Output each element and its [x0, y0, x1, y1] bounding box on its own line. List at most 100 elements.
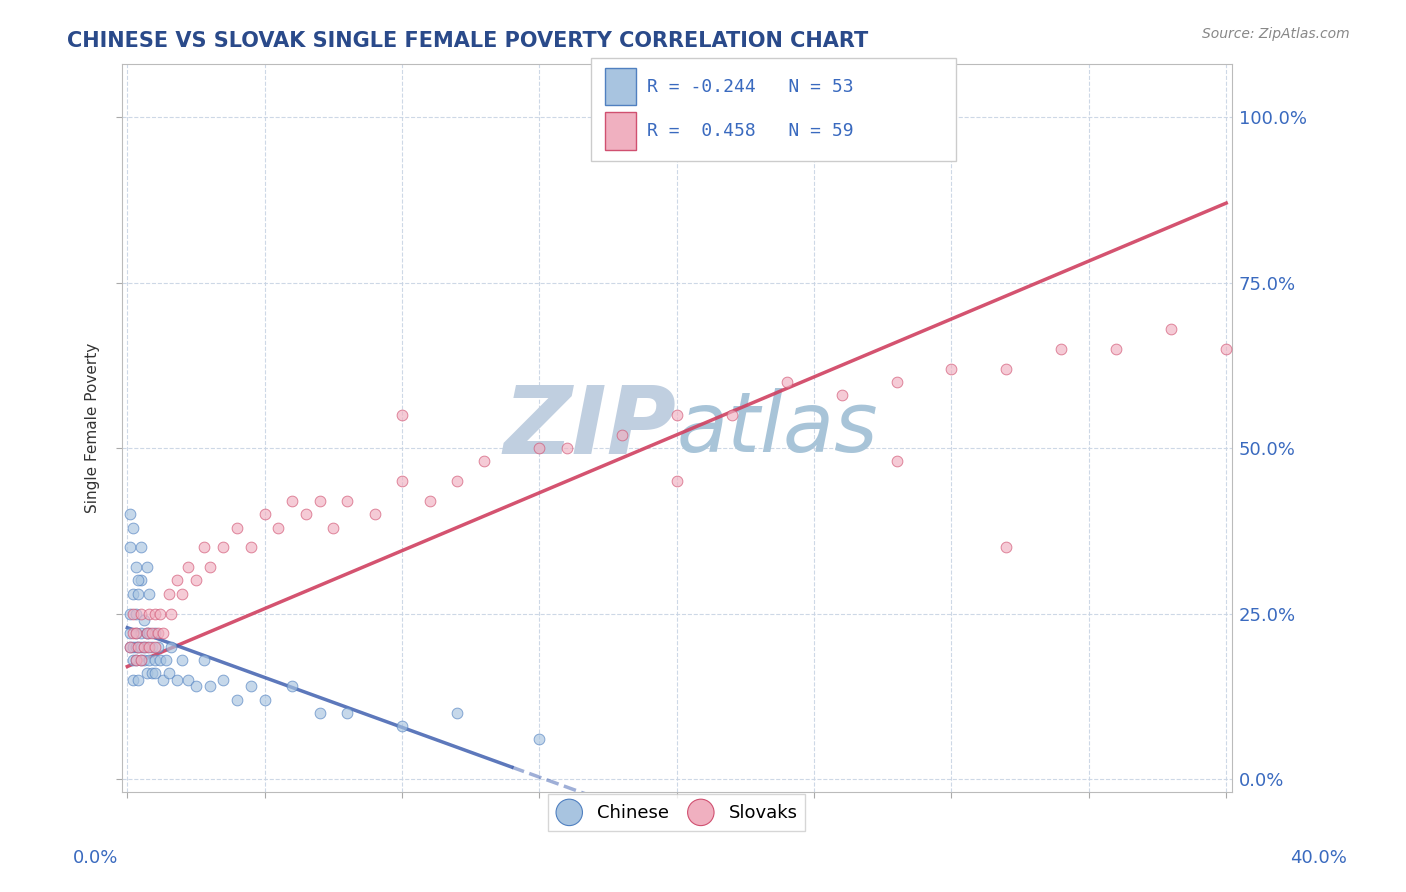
Point: [129, 541, 152, 555]
Point: [665, 408, 688, 422]
Point: [665, 474, 688, 488]
Point: [121, 640, 143, 654]
Point: [474, 454, 496, 468]
Point: [132, 640, 155, 654]
Point: [124, 607, 146, 621]
Point: [226, 520, 249, 534]
Point: [177, 673, 200, 687]
Point: [129, 653, 152, 667]
Point: [135, 626, 157, 640]
Point: [120, 508, 142, 522]
Point: [138, 607, 160, 621]
Text: ZIP: ZIP: [503, 382, 676, 475]
Point: [127, 574, 149, 588]
Point: [127, 640, 149, 654]
Point: [555, 441, 578, 455]
Point: [120, 640, 142, 654]
Point: [124, 626, 146, 640]
Point: [157, 666, 180, 681]
Point: [1050, 342, 1073, 356]
Point: [124, 560, 146, 574]
Point: [193, 653, 215, 667]
Point: [129, 640, 152, 654]
Point: [226, 692, 249, 706]
Point: [322, 520, 344, 534]
Point: [177, 560, 200, 574]
Point: [184, 679, 207, 693]
Point: [184, 574, 207, 588]
Point: [281, 679, 304, 693]
Point: [529, 732, 551, 747]
Point: [172, 587, 194, 601]
Point: [146, 626, 169, 640]
Point: [141, 626, 163, 640]
Point: [127, 673, 149, 687]
Text: 0.0%: 0.0%: [73, 849, 118, 867]
Point: [141, 640, 163, 654]
Point: [135, 626, 157, 640]
Point: [253, 692, 276, 706]
Text: atlas: atlas: [676, 388, 879, 468]
Point: [1215, 342, 1237, 356]
Point: [253, 508, 276, 522]
Point: [149, 653, 172, 667]
Y-axis label: Single Female Poverty: Single Female Poverty: [86, 343, 100, 513]
Point: [166, 673, 188, 687]
Point: [157, 587, 180, 601]
Point: [138, 640, 160, 654]
Point: [143, 640, 166, 654]
Text: R = -0.244   N = 53: R = -0.244 N = 53: [647, 78, 853, 95]
Point: [391, 474, 413, 488]
Point: [995, 361, 1018, 376]
Point: [152, 626, 174, 640]
Point: [143, 653, 166, 667]
Point: [995, 541, 1018, 555]
Point: [135, 560, 157, 574]
Point: [120, 640, 142, 654]
Point: [831, 388, 853, 402]
Point: [121, 520, 143, 534]
Point: [155, 653, 177, 667]
Point: [198, 679, 221, 693]
Point: [239, 679, 262, 693]
Point: [129, 574, 152, 588]
Point: [149, 607, 172, 621]
Point: [143, 666, 166, 681]
Point: [120, 607, 142, 621]
Point: [138, 587, 160, 601]
Point: [129, 626, 152, 640]
Point: [720, 408, 742, 422]
Point: [127, 587, 149, 601]
Point: [267, 520, 290, 534]
Point: [198, 560, 221, 574]
Point: [308, 494, 330, 508]
Point: [129, 653, 152, 667]
Point: [941, 361, 963, 376]
Point: [121, 607, 143, 621]
Point: [446, 706, 468, 720]
Point: [886, 375, 908, 389]
Point: [132, 640, 155, 654]
Point: [610, 427, 633, 442]
Text: CHINESE VS SLOVAK SINGLE FEMALE POVERTY CORRELATION CHART: CHINESE VS SLOVAK SINGLE FEMALE POVERTY …: [67, 31, 869, 51]
Point: [160, 640, 183, 654]
Point: [121, 673, 143, 687]
Point: [363, 508, 385, 522]
Text: R =  0.458   N = 59: R = 0.458 N = 59: [647, 122, 853, 140]
Point: [212, 541, 235, 555]
Point: [146, 640, 169, 654]
Point: [135, 640, 157, 654]
Point: [132, 613, 155, 627]
Point: [1160, 322, 1182, 336]
Point: [295, 508, 318, 522]
Point: [160, 607, 183, 621]
Point: [143, 607, 166, 621]
Point: [529, 441, 551, 455]
Point: [124, 653, 146, 667]
Point: [121, 653, 143, 667]
Point: [193, 541, 215, 555]
Point: [1105, 342, 1128, 356]
Point: [775, 375, 797, 389]
Point: [127, 640, 149, 654]
Point: [886, 110, 908, 124]
